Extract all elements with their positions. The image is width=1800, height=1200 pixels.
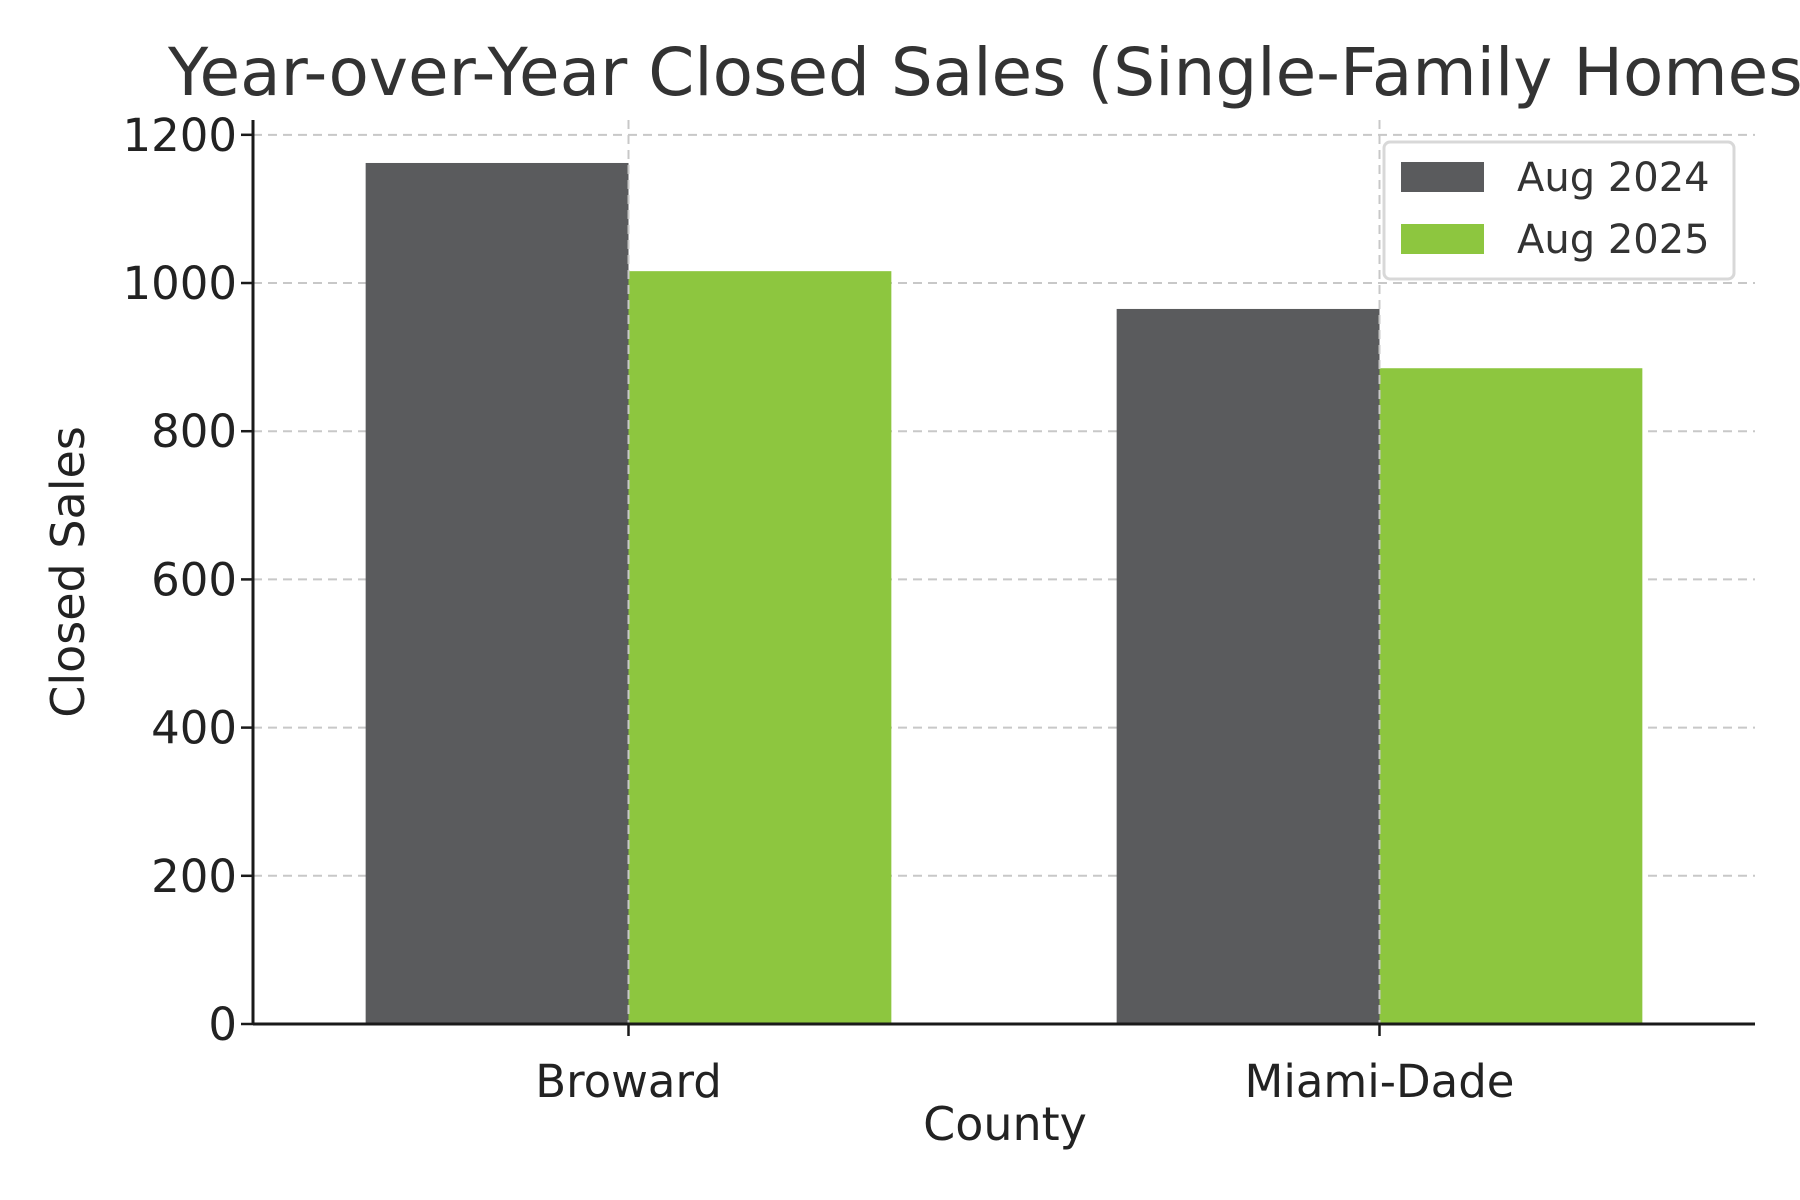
x-tick-label: Broward: [535, 1055, 722, 1108]
bar-miami-dade-aug-2024: [1116, 308, 1380, 1024]
vertical-grid-lines: [627, 120, 1381, 1024]
axes: [251, 120, 1755, 1026]
legend-swatch: [1401, 162, 1484, 192]
x-tick-label: Miami-Dade: [1245, 1055, 1515, 1108]
y-tick-label: 400: [151, 702, 237, 755]
legend: Aug 2024 Aug 2025: [1382, 140, 1736, 281]
y-tick-label: 800: [151, 405, 237, 458]
legend-label: Aug 2025: [1517, 217, 1710, 263]
y-tick-label: 1000: [122, 257, 237, 310]
bars: [365, 162, 1643, 1025]
y-tick-label: 1200: [122, 109, 237, 162]
bar-broward-aug-2024: [365, 162, 629, 1024]
tick-labels: 0 200 400 600 800 1000 1200 Broward Miami-Dade: [122, 109, 1514, 1108]
y-tick-label: 600: [151, 553, 237, 606]
bar-miami-dade-aug-2025: [1379, 368, 1643, 1025]
legend-label: Aug 2024: [1517, 155, 1710, 201]
legend-swatch: [1401, 224, 1484, 254]
y-tick-label: 200: [151, 850, 237, 903]
bar-broward-aug-2025: [628, 271, 892, 1024]
y-axis-label: Closed Sales: [41, 426, 95, 718]
y-tick-label: 0: [208, 998, 237, 1051]
x-axis-label: County: [923, 1097, 1087, 1151]
chart-title: Year-over-Year Closed Sales (Single-Fami…: [167, 34, 1800, 111]
